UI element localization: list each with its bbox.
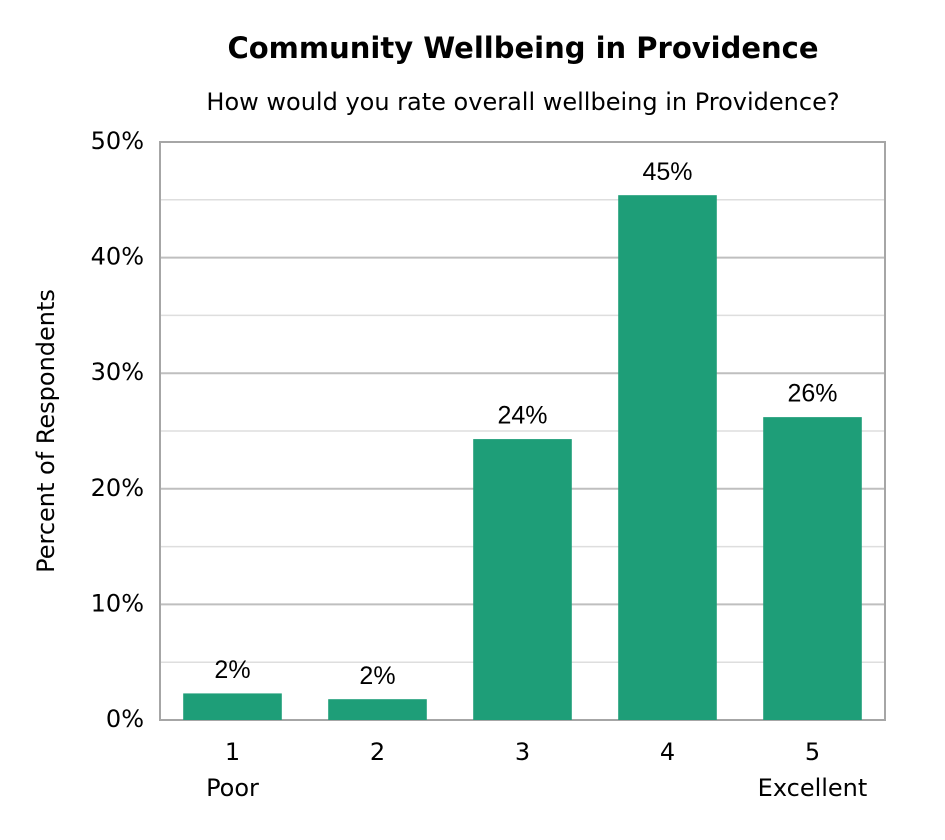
x-tick-label: 5 <box>805 738 820 766</box>
x-tick-label: 4 <box>660 738 675 766</box>
y-tick-label: 0% <box>106 705 144 733</box>
bar <box>183 693 282 720</box>
bar <box>763 417 862 720</box>
y-tick-label: 30% <box>91 358 144 386</box>
value-label: 2% <box>359 662 395 690</box>
y-axis-label: Percent of Respondents <box>32 289 60 573</box>
x-tick-label: 1 <box>225 738 240 766</box>
bar <box>618 195 717 720</box>
bar <box>473 439 572 720</box>
x-tick-sublabel: Poor <box>206 774 259 802</box>
bar <box>328 699 427 720</box>
x-tick-label: 2 <box>370 738 385 766</box>
x-tick-sublabel: Excellent <box>758 774 868 802</box>
y-tick-label: 20% <box>91 474 144 502</box>
y-tick-label: 50% <box>91 127 144 155</box>
chart-subtitle: How would you rate overall wellbeing in … <box>206 88 839 116</box>
value-label: 24% <box>497 402 547 430</box>
value-label: 45% <box>642 158 692 186</box>
value-label: 26% <box>787 380 837 408</box>
chart-title: Community Wellbeing in Providence <box>227 31 818 65</box>
y-tick-label: 10% <box>91 589 144 617</box>
y-tick-label: 40% <box>91 243 144 271</box>
value-label: 2% <box>214 656 250 684</box>
x-tick-label: 3 <box>515 738 530 766</box>
